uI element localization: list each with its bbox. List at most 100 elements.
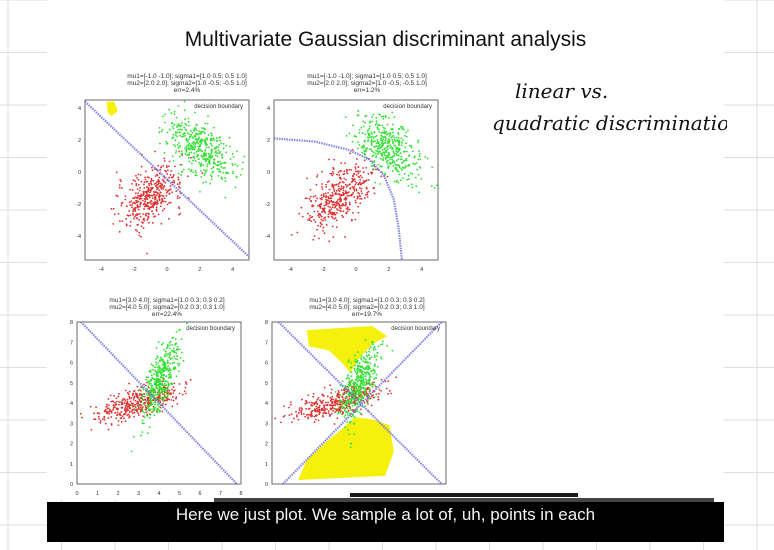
- class1-point: [172, 392, 175, 395]
- x-tick-label: 2: [116, 491, 119, 497]
- class2-point: [162, 115, 164, 118]
- class1-point: [357, 166, 360, 168]
- class1-point: [165, 189, 168, 191]
- class1-point: [361, 192, 363, 195]
- class1-point: [152, 193, 155, 196]
- class2-point: [155, 358, 157, 360]
- class2-point: [210, 132, 213, 135]
- class1-point: [184, 386, 187, 389]
- class2-point: [173, 361, 176, 364]
- class1-point: [359, 170, 361, 173]
- class1-point: [332, 398, 335, 401]
- class1-point: [305, 414, 308, 416]
- class1-point: [317, 212, 320, 215]
- class1-point: [147, 396, 150, 399]
- class1-point: [331, 406, 334, 409]
- class2-point: [164, 367, 167, 370]
- class2-point: [216, 168, 219, 170]
- class1-point: [327, 412, 330, 415]
- class2-point: [145, 399, 148, 402]
- class1-point: [168, 398, 171, 401]
- class1-point: [307, 212, 309, 215]
- class2-point: [163, 365, 166, 368]
- class2-point: [412, 162, 415, 165]
- class2-point: [377, 128, 380, 131]
- class2-point: [346, 400, 349, 402]
- video-scrubber[interactable]: [350, 493, 578, 497]
- class1-point: [303, 413, 305, 415]
- class2-point: [402, 128, 405, 131]
- plot-caption-4: mu1=[3.0 4.0]; sigma1=[1.0 0.3; 0.3 0.2]…: [287, 297, 447, 318]
- class1-point: [348, 194, 351, 197]
- class2-point: [152, 391, 155, 393]
- class1-point: [149, 191, 152, 194]
- class1-point: [332, 200, 335, 203]
- class1-point: [114, 401, 116, 404]
- class2-point: [376, 153, 379, 155]
- class2-point: [403, 150, 406, 153]
- class1-point: [133, 405, 136, 407]
- class2-point: [200, 154, 203, 157]
- class2-point: [142, 402, 145, 405]
- class2-point: [354, 370, 357, 373]
- class2-point: [365, 380, 368, 383]
- class1-point: [291, 421, 293, 424]
- class2-point: [167, 385, 170, 388]
- class2-point: [365, 379, 368, 382]
- video-progress-track[interactable]: [214, 498, 714, 502]
- class2-point: [172, 347, 175, 350]
- class1-point: [371, 171, 374, 174]
- class2-point: [212, 170, 215, 173]
- class2-point: [164, 350, 167, 353]
- class2-point: [424, 156, 427, 158]
- class2-point: [162, 399, 165, 402]
- class1-point: [331, 183, 334, 186]
- class2-point: [416, 168, 419, 171]
- class2-point: [391, 161, 394, 164]
- class2-point: [420, 177, 423, 180]
- class1-point: [126, 403, 129, 406]
- class2-point: [167, 391, 169, 394]
- class2-point: [164, 121, 166, 124]
- class1-point: [168, 389, 171, 392]
- caption-line: mu2=[2.0 2.0]; sigma2=[1.0 -0.5; -0.5 1.…: [127, 80, 247, 87]
- class2-point: [215, 145, 218, 148]
- class1-point: [380, 389, 382, 392]
- class2-point: [381, 143, 384, 146]
- class2-point: [400, 141, 403, 144]
- class1-point: [119, 417, 122, 420]
- class1-point: [138, 231, 141, 234]
- class1-point: [322, 219, 324, 222]
- class2-point: [227, 172, 230, 175]
- class2-point: [174, 338, 177, 340]
- class1-point: [145, 212, 148, 215]
- class1-point: [315, 405, 318, 408]
- class2-point: [209, 155, 212, 158]
- class1-point: [296, 415, 298, 418]
- class1-point: [314, 194, 317, 197]
- highlight-stroke: [298, 417, 394, 480]
- class1-point: [130, 402, 133, 405]
- class2-point: [347, 360, 350, 363]
- class2-point: [362, 120, 365, 123]
- class1-point: [332, 211, 335, 214]
- class2-point: [154, 382, 157, 385]
- class2-point: [376, 365, 379, 368]
- class2-point: [143, 411, 146, 414]
- class2-point: [362, 360, 364, 363]
- class1-point: [162, 402, 165, 405]
- x-tick-label: 8: [239, 491, 242, 497]
- class1-point: [155, 209, 158, 212]
- class2-point: [202, 127, 205, 130]
- class1-point: [115, 403, 118, 406]
- class2-point: [146, 414, 149, 417]
- class1-point: [315, 183, 318, 186]
- class1-point: [313, 210, 316, 213]
- class2-point: [407, 164, 409, 167]
- class1-point: [363, 159, 366, 162]
- class2-point: [160, 343, 163, 346]
- class1-point: [146, 381, 148, 384]
- class1-point: [367, 179, 370, 181]
- class2-point: [164, 395, 167, 398]
- class1-point: [310, 220, 313, 223]
